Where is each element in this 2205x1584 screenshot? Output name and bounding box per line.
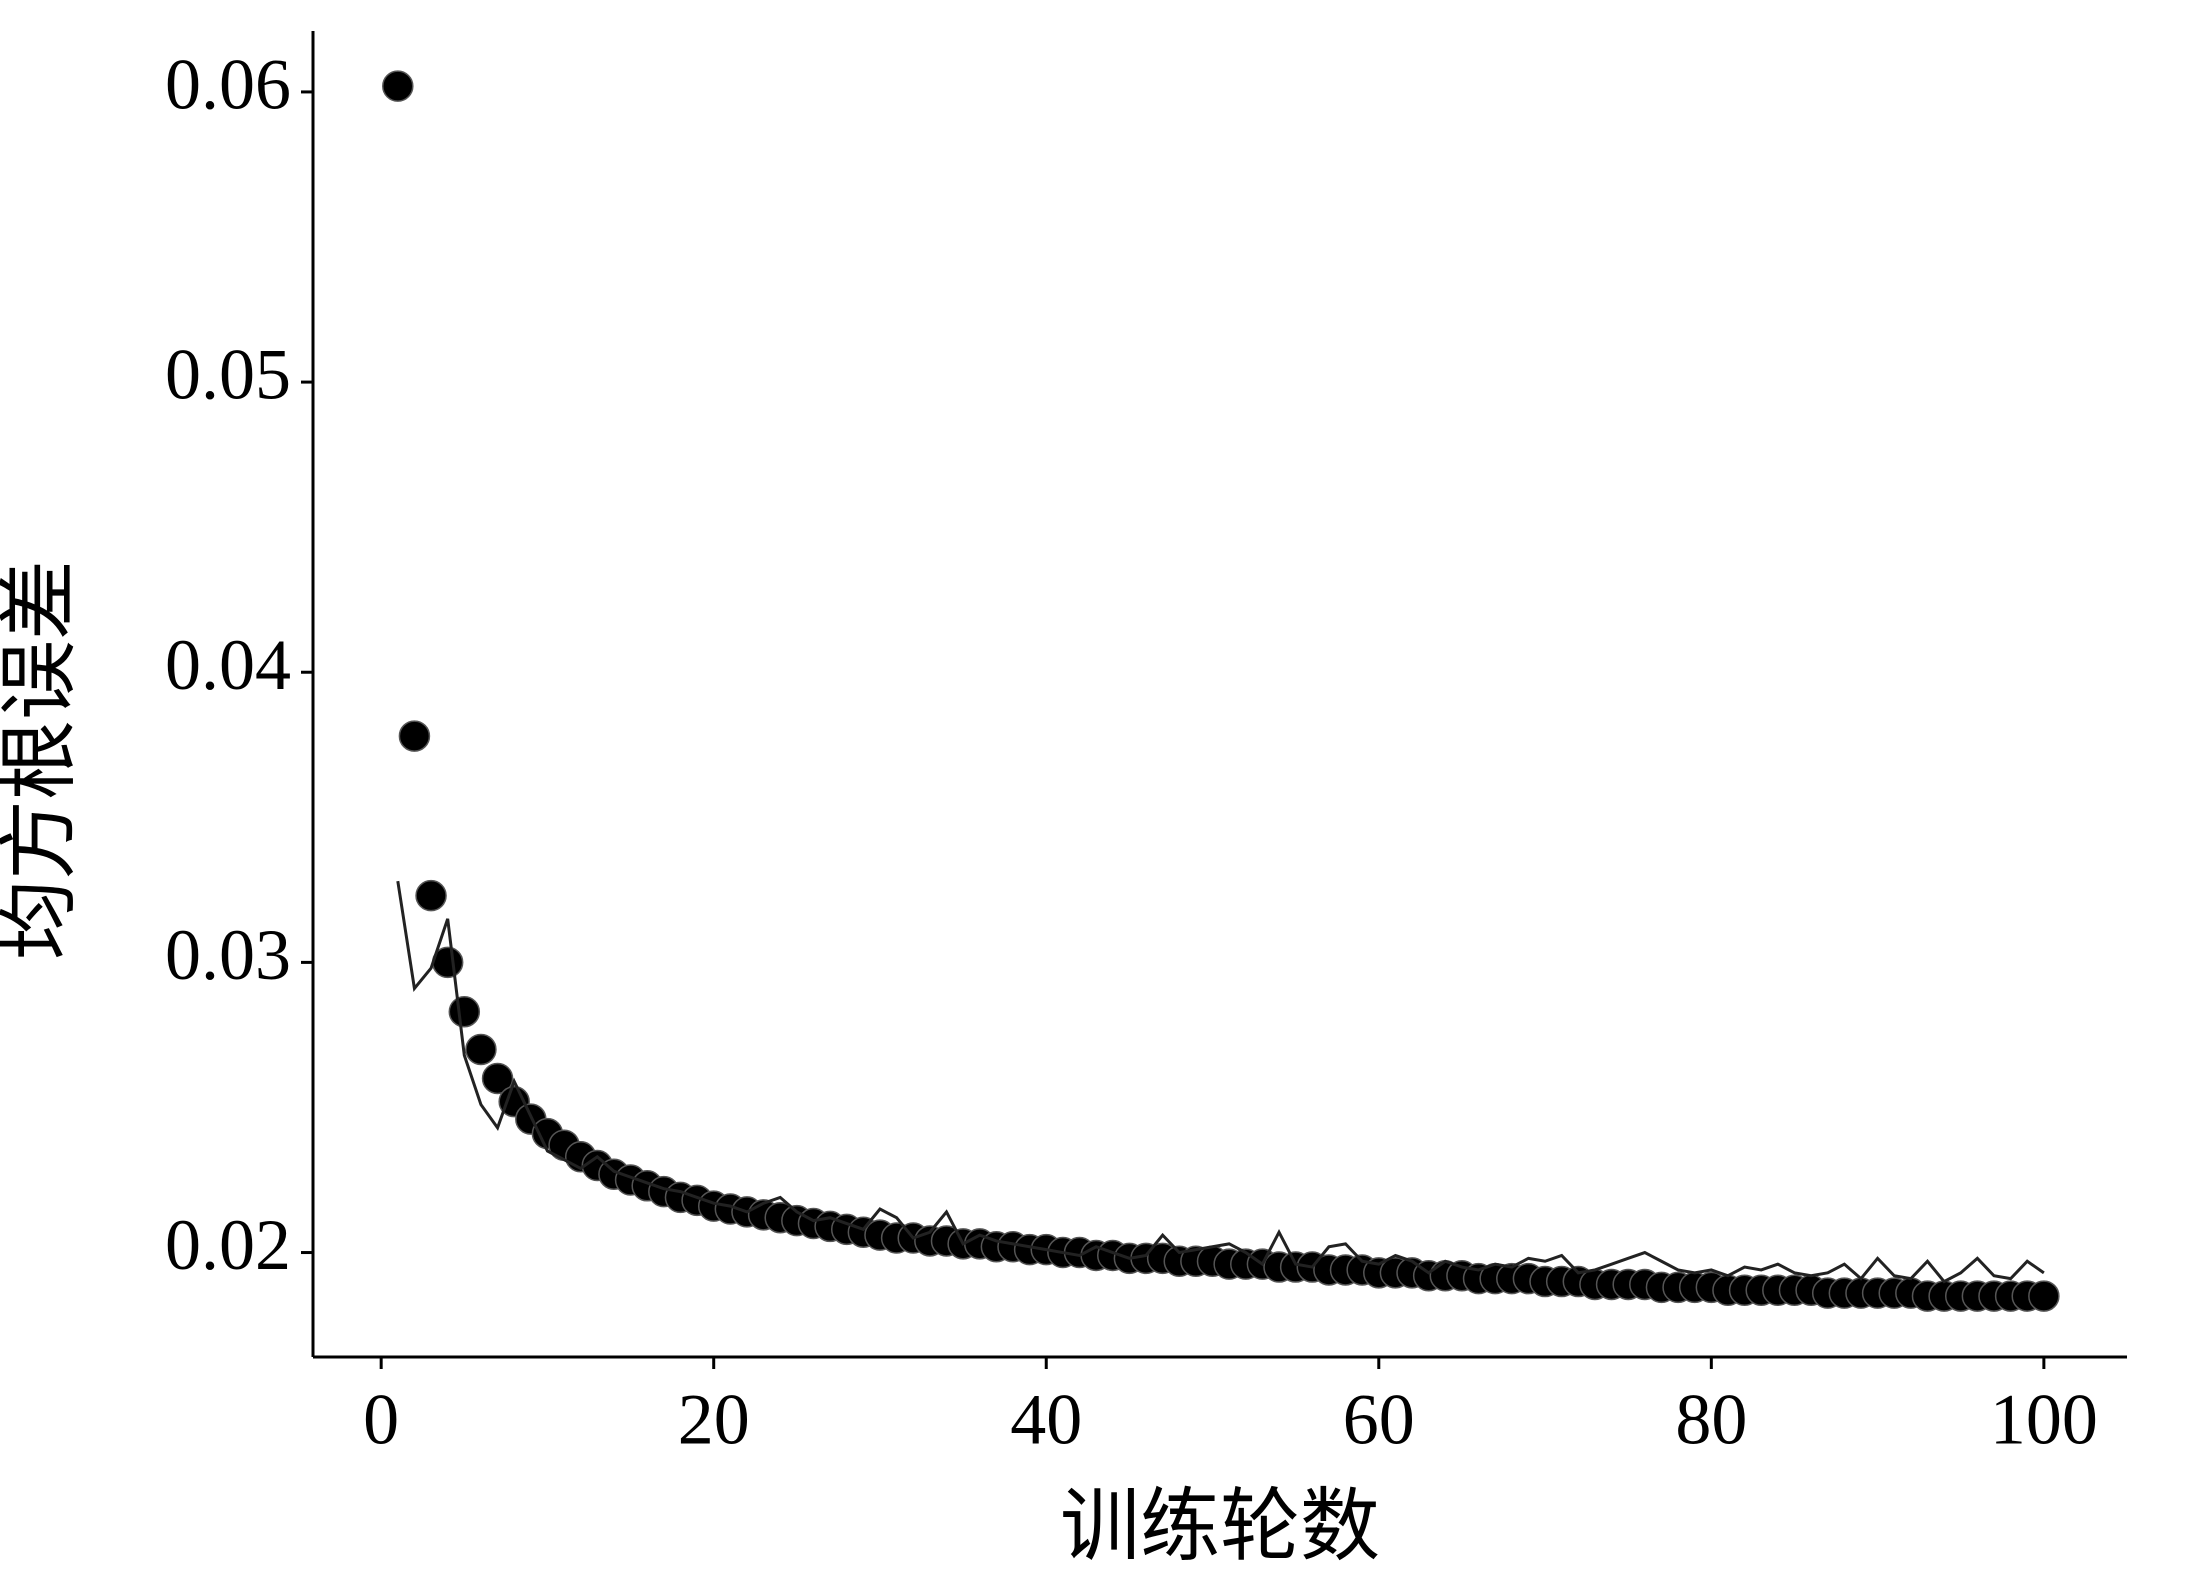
x-tick-label: 80	[1675, 1380, 1747, 1460]
line-series	[396, 880, 2045, 1284]
scatter-point	[481, 1062, 514, 1095]
scatter-point	[398, 720, 431, 752]
x-tick-label: 40	[1010, 1380, 1082, 1460]
scatter-point	[465, 1033, 497, 1066]
scatter-point	[448, 995, 481, 1028]
y-tick-label: 0.06	[165, 44, 291, 124]
x-tick-label: 20	[678, 1380, 750, 1460]
x-axis-label: 训练轮数	[1060, 1483, 1380, 1571]
y-tick-label: 0.04	[165, 625, 291, 705]
y-tick-label: 0.02	[165, 1205, 291, 1285]
x-tick-label: 0	[363, 1380, 399, 1460]
x-tick-label: 60	[1343, 1380, 1415, 1460]
x-tick-label: 100	[1990, 1380, 2098, 1460]
scatter-point	[415, 879, 447, 912]
scatter-point	[382, 70, 414, 102]
y-axis-label: 均方根误差	[0, 560, 84, 960]
y-tick-label: 0.03	[165, 915, 291, 995]
scatter-point	[2028, 1280, 2060, 1312]
y-tick-label: 0.05	[165, 335, 291, 415]
